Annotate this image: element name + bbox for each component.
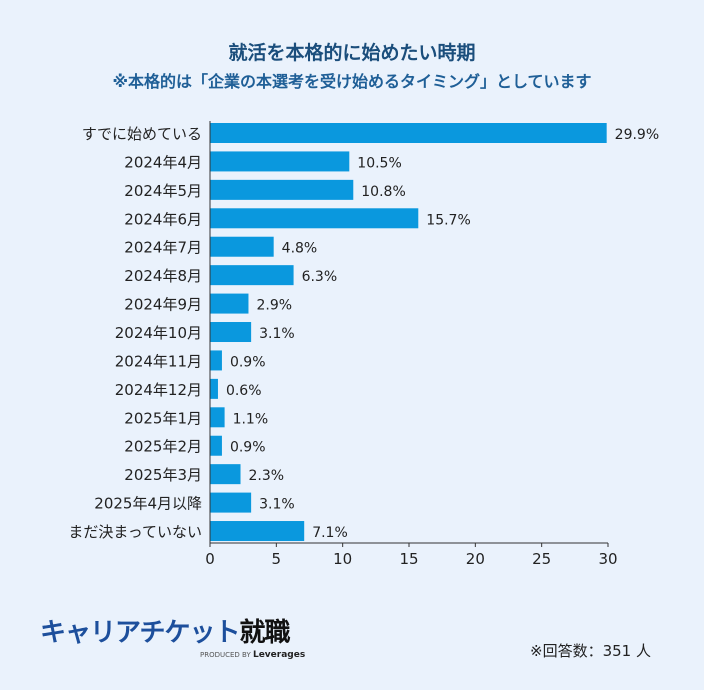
data-label: 0.9% [230, 354, 266, 370]
bar [210, 435, 222, 456]
data-label: 0.9% [230, 440, 266, 456]
category-label: 2025年1月 [124, 409, 202, 427]
x-tick-label: 30 [598, 550, 617, 568]
bar [210, 378, 218, 399]
logo-brand: Leverages [252, 650, 306, 660]
category-label: 2024年5月 [124, 182, 202, 200]
category-label: 2025年2月 [124, 438, 202, 456]
bar [210, 179, 354, 200]
logo: キャリアチケット就職 PRODUCED BY Leverages [40, 612, 305, 660]
data-label: 10.5% [357, 155, 401, 171]
bar [210, 492, 252, 513]
category-label: 2024年12月 [115, 381, 202, 399]
data-label: 2.3% [249, 468, 285, 484]
bar [210, 293, 249, 314]
data-label: 2.9% [256, 298, 292, 314]
chart-title: 就活を本格的に始めたい時期 [228, 42, 476, 64]
bar [210, 265, 294, 286]
category-label: 2025年3月 [124, 466, 202, 484]
bar [210, 521, 305, 542]
logo-text: キャリアチケット [40, 618, 240, 648]
bar [210, 151, 350, 172]
logo-sub: PRODUCED BY [200, 651, 251, 659]
category-label: 2024年4月 [124, 153, 202, 171]
respondent-note: ※回答数：351 人 [530, 642, 651, 660]
bar [210, 123, 607, 143]
data-label: 3.1% [259, 497, 295, 513]
category-label: 2025年4月以降 [94, 495, 202, 513]
bar [210, 350, 222, 371]
bar-chart: すでに始めている 29.9%2024年4月 10.5%2024年5月 10.8%202… [68, 121, 659, 568]
bar [210, 236, 274, 257]
bar [210, 407, 225, 428]
data-label: 7.1% [312, 525, 348, 541]
x-tick-label: 5 [272, 550, 282, 568]
x-tick-label: 25 [532, 550, 551, 568]
x-tick-label: 10 [333, 550, 352, 568]
logo-text-2: 就職 [239, 618, 290, 648]
bar [210, 208, 419, 229]
category-label: 2024年11月 [115, 352, 202, 370]
data-label: 3.1% [259, 326, 295, 342]
category-label: 2024年6月 [124, 210, 202, 228]
category-label: 2024年7月 [124, 239, 202, 257]
data-label: 0.6% [226, 383, 262, 399]
data-label: 1.1% [233, 411, 269, 427]
category-label: まだ決まっていない [68, 523, 202, 541]
x-tick-label: 0 [205, 550, 215, 568]
data-label: 4.8% [282, 241, 318, 257]
bar [210, 322, 252, 343]
category-label: すでに始めている [82, 125, 202, 143]
category-label: 2024年8月 [124, 267, 202, 285]
data-label: 29.9% [615, 127, 659, 143]
data-label: 10.8% [361, 184, 405, 200]
category-label: 2024年9月 [124, 296, 202, 314]
data-label: 15.7% [426, 212, 470, 228]
x-tick-label: 20 [466, 550, 485, 568]
data-label: 6.3% [302, 269, 338, 285]
chart-subtitle: ※本格的は「企業の本選考を受け始めるタイミング」としています [112, 72, 592, 91]
bar [210, 464, 241, 485]
category-label: 2024年10月 [115, 324, 202, 342]
x-tick-label: 15 [399, 550, 418, 568]
